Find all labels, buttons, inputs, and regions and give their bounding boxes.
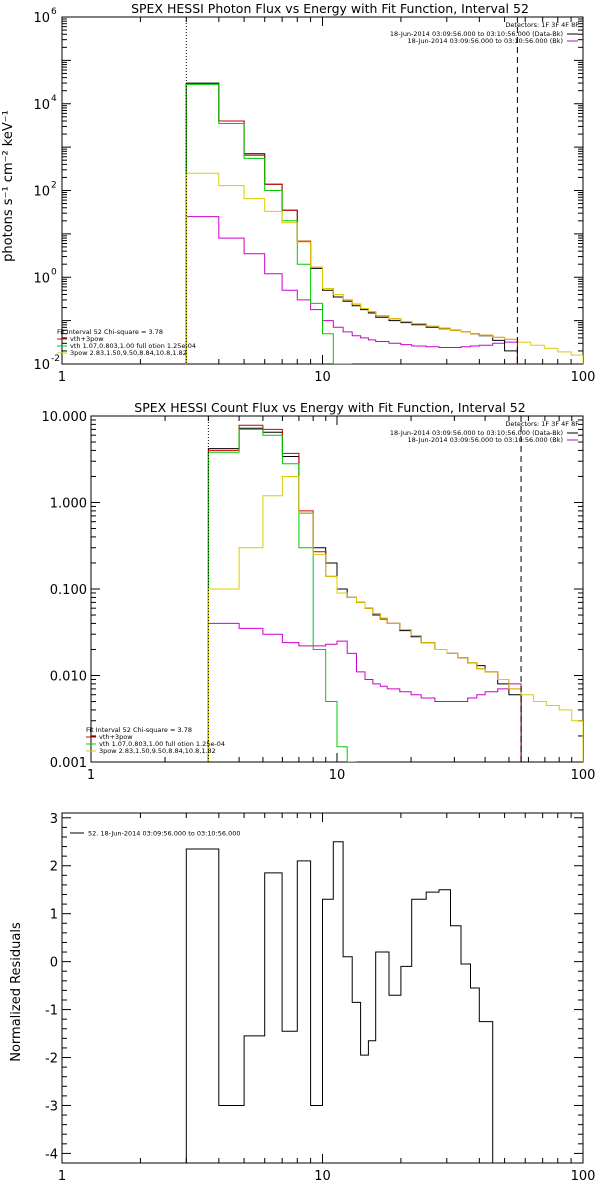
y-tick-label: 10 xyxy=(33,11,50,26)
series-line xyxy=(185,83,353,364)
series-line xyxy=(207,476,583,762)
y-tick-label: 10 xyxy=(33,358,50,373)
legend-entry-label: 18-Jun-2014 03:09:56.000 to 03:10:56.000… xyxy=(408,436,563,444)
residuals-panel: Normalized Residuals 1 10 100 -4 -3 -2 -1 0 1 2 3 5… xyxy=(9,812,595,1184)
y-tick-label: 0.001 xyxy=(50,756,87,771)
y-tick-exponent: 4 xyxy=(51,94,57,104)
legend-entry-label: vth+3pow xyxy=(70,335,104,343)
legend-entry-label: 3pow 2.83,1.50,9.50,8.84,10.8,1.82 xyxy=(70,349,187,357)
y-tick-label: 3 xyxy=(50,812,58,827)
axes: 1 10 100 0.001 0.010 0.100 1.000 10.000 xyxy=(42,410,596,783)
series-line xyxy=(185,83,518,364)
y-tick-exponent: 0 xyxy=(51,267,57,277)
x-tick-label: 100 xyxy=(571,1169,596,1184)
detectors-label: Detectors: 1F 3F 4F 8F xyxy=(505,420,579,428)
photon-flux-title: SPEX HESSI Photon Flux vs Energy with Fi… xyxy=(131,1,529,16)
series-line xyxy=(185,172,583,364)
series-group xyxy=(185,841,518,1163)
x-tick-label: 10 xyxy=(314,1169,331,1184)
fit-info-label: Fit Interval 52 Chi-square = 3.78 xyxy=(57,328,163,336)
y-tick-exponent: 6 xyxy=(51,7,57,17)
photon-flux-y-axis-label: photons s⁻¹ cm⁻² keV⁻¹ xyxy=(1,110,16,262)
series-line xyxy=(207,622,522,762)
y-tick-label: 10.000 xyxy=(42,410,88,425)
y-tick-label: 1.000 xyxy=(50,497,87,512)
y-tick-label: 10 xyxy=(33,98,50,113)
series-line xyxy=(207,427,522,762)
legend-entry-label: 3pow 2.83,1.50,9.50,8.84,10.8,1.82 xyxy=(99,747,216,755)
y-tick-label: 1 xyxy=(50,908,58,923)
y-tick-exponent: -2 xyxy=(51,354,60,364)
series-line xyxy=(185,216,518,364)
y-tick-label: 2 xyxy=(50,860,58,875)
count-flux-panel: SPEX HESSI Count Flux vs Energy with Fit… xyxy=(42,400,596,783)
y-tick-label: 10 xyxy=(33,271,50,286)
y-tick-exponent: 2 xyxy=(51,181,57,191)
x-tick-label: 1 xyxy=(87,768,95,783)
x-tick-label: 10 xyxy=(329,768,346,783)
y-tick-label: 0.010 xyxy=(50,670,87,685)
series-line xyxy=(185,841,518,1163)
legend-entry-label: 52. 18-Jun-2014 03:09:56.000 to 03:10:56… xyxy=(88,830,240,838)
y-tick-label: -2 xyxy=(45,1052,58,1067)
detectors-label: Detectors: 1F 3F 4F 8F xyxy=(505,21,579,29)
series-group xyxy=(185,82,583,364)
legend-entry-label: 18-Jun-2014 03:09:56.000 to 03:10:56.000… xyxy=(408,37,563,45)
y-tick-label: -3 xyxy=(45,1099,58,1114)
y-tick-label: 0 xyxy=(50,956,58,971)
y-tick-label: 10 xyxy=(33,185,50,200)
axes: 1 10 100 -4 -3 -2 -1 0 1 2 3 xyxy=(45,812,595,1184)
legend-entry-label: 18-Jun-2014 03:09:56.000 to 03:10:56.000… xyxy=(390,30,563,38)
legend-entry-label: vth 1.07,0.803,1.00 full otion 1.25e-04 xyxy=(99,740,225,748)
residuals-y-axis-label: Normalized Residuals xyxy=(9,922,24,1062)
y-tick-label: -4 xyxy=(45,1147,58,1162)
fit-info-label: Fit Interval 52 Chi-square = 3.78 xyxy=(86,726,192,734)
series-group xyxy=(207,424,583,762)
x-tick-label: 100 xyxy=(571,768,596,783)
legend-entry-label: vth 1.07,0.803,1.00 full otion 1.25e-04 xyxy=(70,342,196,350)
photon-flux-panel: SPEX HESSI Photon Flux vs Energy with Fi… xyxy=(1,1,595,385)
series-line xyxy=(207,424,522,762)
y-tick-label: -1 xyxy=(45,1004,58,1019)
series-line xyxy=(185,82,518,364)
x-tick-label: 100 xyxy=(571,370,596,385)
x-tick-label: 1 xyxy=(58,370,66,385)
count-flux-title: SPEX HESSI Count Flux vs Energy with Fit… xyxy=(134,400,525,415)
legend-entry-label: vth+3pow xyxy=(99,733,133,741)
series-line xyxy=(207,428,357,762)
x-tick-label: 10 xyxy=(314,370,331,385)
x-tick-label: 1 xyxy=(58,1169,66,1184)
legend-entry-label: 18-Jun-2014 03:09:56.000 to 03:10:56.000… xyxy=(390,429,563,437)
y-tick-label: 0.100 xyxy=(50,583,87,598)
